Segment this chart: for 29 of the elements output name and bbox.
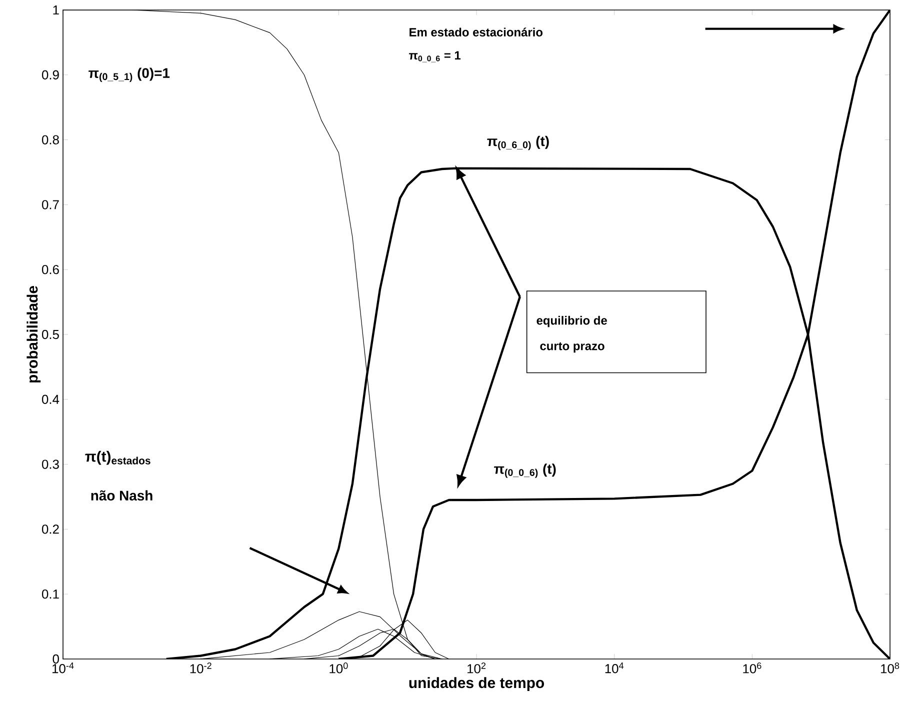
annotation: Em estado estacionário — [410, 28, 543, 36]
y-tick-label: 0.7 — [42, 200, 59, 210]
annotation: π(t)$_{estados}$ — [85, 450, 150, 465]
y-tick-label: 0.9 — [42, 70, 59, 80]
annotation: curto prazo — [540, 342, 604, 353]
annotation: π$_{(0_5_1)}$ (0)=1 — [88, 68, 170, 82]
annotation: equilibrio de — [536, 316, 607, 328]
y-tick-label: 0.2 — [42, 524, 59, 534]
legend-label: π$_{(0_0_6)}$ (t) — [494, 464, 556, 478]
y-tick-label: 0.1 — [42, 589, 59, 599]
y-tick-label: 1 — [53, 6, 59, 14]
x-tick-label: 10$^{-2}$ — [190, 662, 212, 674]
x-tick-label: 10$^{2}$ — [468, 662, 486, 674]
x-axis-title: unidades de tempo — [409, 677, 544, 692]
y-tick-label: 0.5 — [42, 330, 59, 340]
y-tick-label: 0.6 — [42, 264, 59, 274]
x-tick-label: 10$^{4}$ — [605, 662, 624, 674]
y-tick-label: 0 — [52, 654, 59, 664]
x-tick-label: 10$^{0}$ — [330, 662, 348, 674]
x-tick-label: 10$^{-4}$ — [52, 662, 74, 674]
y-tick-label: 0.8 — [42, 135, 59, 144]
y-tick-label: 0.4 — [42, 394, 60, 404]
series-label: π$_{(0_6_0)}$ (t) — [487, 136, 549, 150]
x-tick-label: 10$^{6}$ — [743, 662, 762, 674]
y-axis-title: probabilidade — [26, 286, 41, 382]
x-tick-label: 10$^{8}$ — [881, 662, 900, 674]
annotation: não Nash — [91, 490, 152, 501]
annotation: π$_{0_0_6}$ = 1 — [409, 51, 461, 62]
y-tick-label: 0.3 — [42, 460, 59, 469]
